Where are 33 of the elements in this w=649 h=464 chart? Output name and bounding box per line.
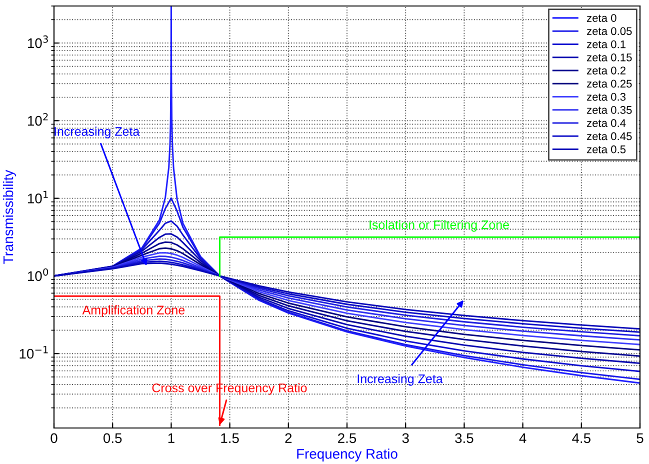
x-tick-label: 4.5 — [572, 433, 590, 444]
x-tick-label: 0 — [50, 433, 58, 444]
x-tick-label: 3.5 — [455, 433, 474, 444]
x-axis-title: Frequency Ratio — [297, 448, 398, 462]
y-tick-label: 10$^{3}$ — [28, 35, 48, 48]
x-tick-label: 1 — [168, 433, 174, 443]
y-tick-label: 10$^{0}$ — [28, 268, 48, 282]
legend-label: zeta 0.25 — [586, 80, 632, 88]
x-tick-label: 0.5 — [103, 433, 122, 444]
annotation: Increasing Zeta — [54, 126, 140, 138]
annotation: Amplification Zone — [82, 305, 185, 317]
legend-label: zeta 0.4 — [586, 119, 626, 128]
legend-label: zeta 0.1 — [586, 40, 626, 48]
y-tick-label: 10$^{2}$ — [28, 113, 48, 126]
x-tick-label: 3 — [402, 433, 409, 444]
x-tick-label: 2 — [285, 433, 292, 443]
legend-label: zeta 0.5 — [586, 145, 626, 154]
legend-label: zeta 0.35 — [586, 106, 632, 114]
annotation: Increasing Zeta — [358, 374, 443, 386]
legend-label: zeta 0 — [586, 14, 616, 22]
annotation: Isolation or Filtering Zone — [370, 220, 509, 232]
legend-label: zeta 0.45 — [586, 132, 632, 140]
y-tick-label: 10$^{1}$ — [28, 190, 48, 204]
legend-label: zeta 0.15 — [586, 53, 632, 62]
x-tick-label: 1.5 — [221, 433, 239, 444]
legend-label: zeta 0.2 — [586, 66, 626, 74]
x-tick-label: 4 — [519, 433, 526, 443]
legend-label: zeta 0.05 — [586, 27, 632, 36]
y-axis-title: Transmissibility — [2, 170, 16, 264]
legend-label: zeta 0.3 — [586, 92, 626, 101]
x-tick-label: 2.5 — [338, 433, 356, 444]
x-tick-label: 5 — [636, 433, 644, 444]
y-tick-label: 10$^{−1}$ — [20, 346, 48, 359]
